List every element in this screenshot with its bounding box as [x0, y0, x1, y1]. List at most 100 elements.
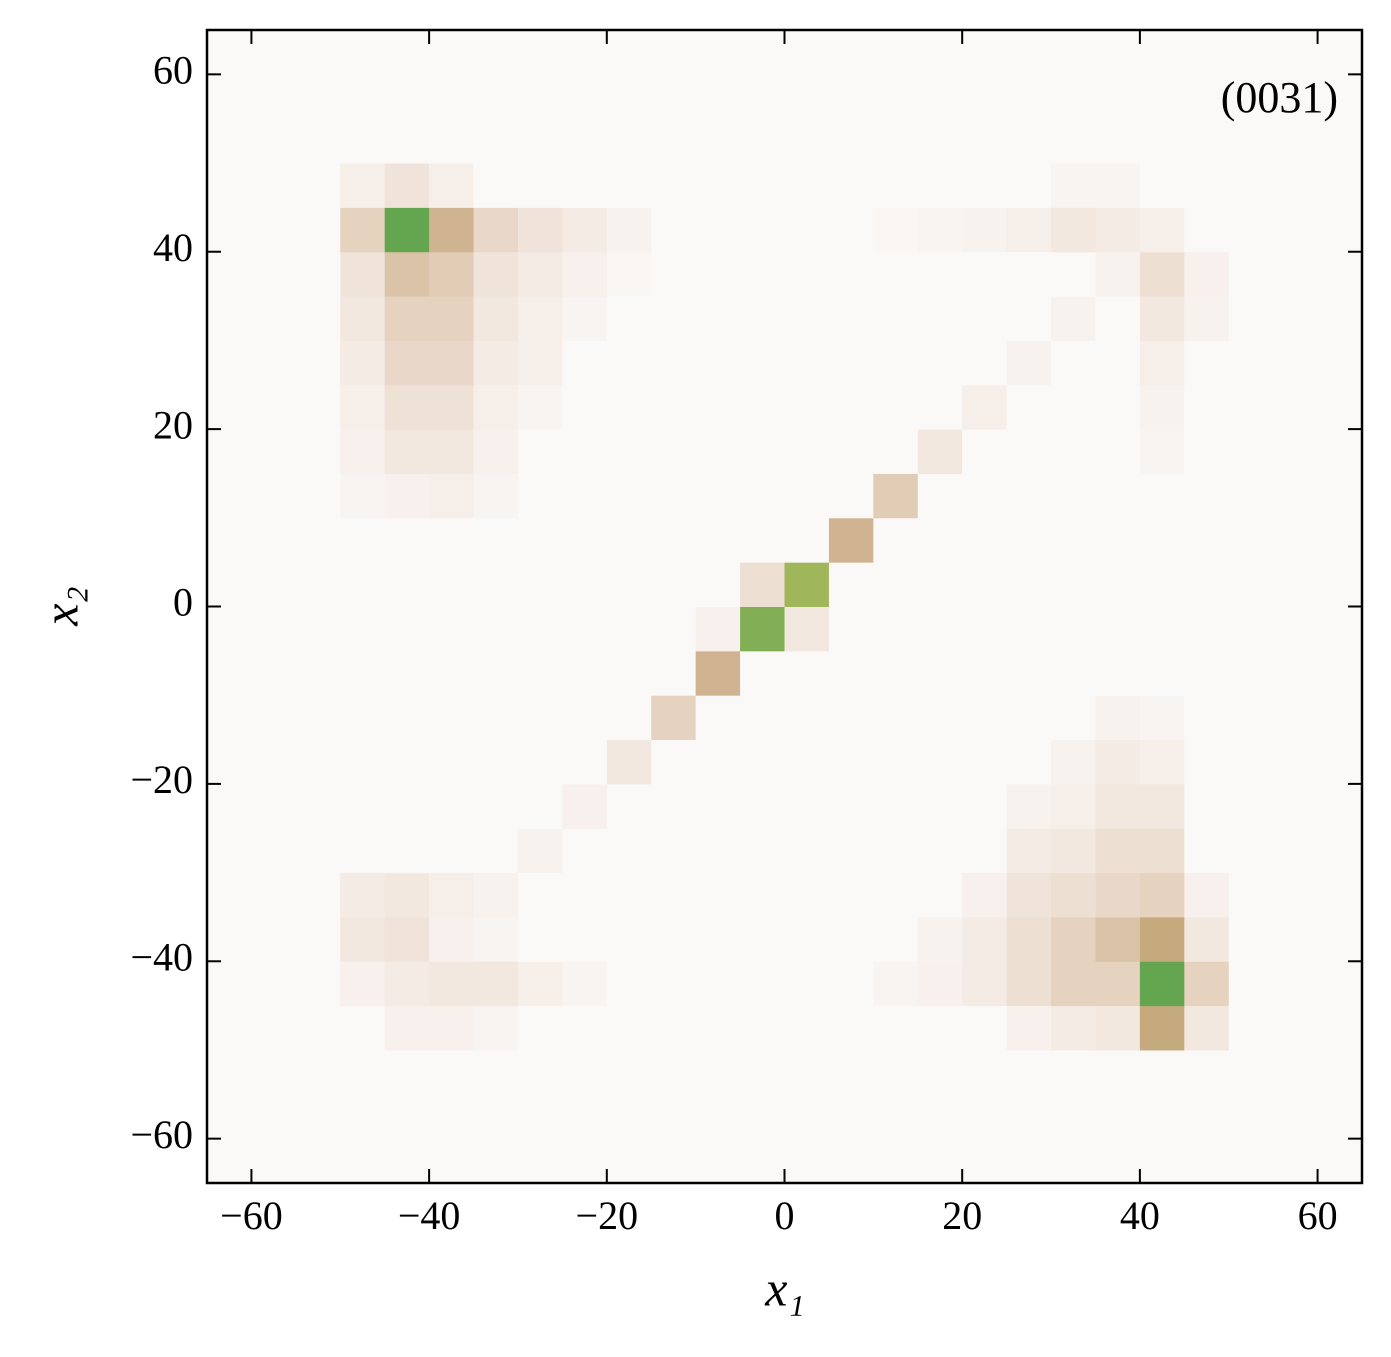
heatmap-cell — [340, 429, 386, 474]
heatmap-cell — [1317, 739, 1363, 785]
heatmap-cell — [1095, 695, 1141, 741]
heatmap-cell — [1228, 1049, 1274, 1095]
heatmap-cell — [1273, 739, 1319, 785]
heatmap-cell — [651, 606, 697, 652]
heatmap-cell — [1006, 429, 1052, 474]
heatmap-cell — [1139, 783, 1185, 829]
heatmap-cell — [873, 1094, 919, 1140]
heatmap-cell — [384, 340, 430, 386]
heatmap-cell — [384, 118, 430, 164]
heatmap-cell — [207, 695, 252, 741]
heatmap-cell — [784, 384, 830, 430]
heatmap-cell — [1184, 606, 1230, 652]
heatmap-cell — [1317, 916, 1363, 962]
heatmap-cell — [562, 251, 608, 297]
heatmap-cell — [473, 1138, 519, 1184]
heatmap-cell — [740, 473, 785, 519]
heatmap-cell — [828, 783, 874, 829]
heatmap-cell — [473, 562, 519, 607]
heatmap-cell — [1228, 30, 1274, 75]
heatmap-cell — [1317, 74, 1363, 120]
heatmap-cell — [1228, 118, 1274, 164]
heatmap-cell — [873, 828, 919, 874]
heatmap-cell — [562, 739, 608, 785]
heatmap-cell — [251, 118, 297, 164]
heatmap-cell — [873, 340, 919, 386]
heatmap-cell — [1317, 163, 1363, 208]
heatmap-cell — [1006, 1138, 1052, 1184]
heatmap-cell — [1095, 1049, 1141, 1095]
heatmap-cell — [517, 872, 563, 918]
heatmap-cell — [562, 163, 608, 208]
heatmap-cell — [873, 1138, 919, 1184]
heatmap-cell — [740, 783, 785, 829]
heatmap-cell — [651, 739, 697, 785]
heatmap-cell — [517, 1005, 563, 1051]
heatmap-cell — [562, 961, 608, 1007]
heatmap-cell — [340, 384, 386, 430]
heatmap-cell — [873, 296, 919, 341]
heatmap-cell — [1139, 650, 1185, 696]
heatmap-cell — [1095, 340, 1141, 386]
heatmap-cell — [962, 296, 1008, 341]
heatmap-cell — [606, 429, 652, 474]
heatmap-cell — [295, 384, 341, 430]
heatmap-cell — [1095, 739, 1141, 785]
heatmap-cell — [740, 961, 785, 1007]
heatmap-cell — [740, 1005, 785, 1051]
heatmap-cell — [651, 429, 697, 474]
heatmap-cell — [873, 251, 919, 297]
heatmap-cell — [651, 961, 697, 1007]
heatmap-cell — [384, 1049, 430, 1095]
heatmap-cell — [340, 251, 386, 297]
heatmap-cell — [917, 473, 963, 519]
heatmap-cell — [562, 429, 608, 474]
heatmap-cell — [251, 828, 297, 874]
heatmap-cell — [295, 739, 341, 785]
heatmap-cell — [1095, 606, 1141, 652]
heatmap-cell — [1317, 1094, 1363, 1140]
heatmap-cell — [695, 1138, 741, 1184]
heatmap-cell — [473, 961, 519, 1007]
heatmap-cell — [295, 1005, 341, 1051]
heatmap-cell — [1139, 340, 1185, 386]
heatmap-cell — [562, 650, 608, 696]
y-tick-label: −60 — [130, 1112, 193, 1157]
heatmap-cell — [695, 695, 741, 741]
heatmap-cell — [917, 296, 963, 341]
heatmap-cell — [384, 783, 430, 829]
heatmap-cell — [295, 1138, 341, 1184]
heatmap-cell — [784, 74, 830, 120]
heatmap-cell — [562, 916, 608, 962]
heatmap-cell — [1184, 517, 1230, 563]
heatmap-cell — [1184, 650, 1230, 696]
heatmap-cell — [1273, 872, 1319, 918]
heatmap-cell — [1139, 1049, 1185, 1095]
heatmap-cell — [1006, 118, 1052, 164]
heatmap-cell — [295, 650, 341, 696]
heatmap-cell — [873, 1005, 919, 1051]
heatmap-cell — [1139, 961, 1185, 1007]
heatmap-cell — [1095, 296, 1141, 341]
heatmap-cell — [251, 384, 297, 430]
heatmap-cell — [1139, 118, 1185, 164]
heatmap-cell — [784, 517, 830, 563]
heatmap-cell — [429, 251, 475, 297]
heatmap-cell — [429, 473, 475, 519]
heatmap-cell — [562, 473, 608, 519]
heatmap-cell — [962, 30, 1008, 75]
heatmap-cell — [695, 429, 741, 474]
heatmap-cell — [295, 783, 341, 829]
heatmap-cell — [828, 828, 874, 874]
heatmap-cell — [207, 251, 252, 297]
heatmap-cell — [651, 384, 697, 430]
heatmap-cell — [1184, 562, 1230, 607]
heatmap-cell — [1051, 1005, 1096, 1051]
heatmap-cell — [1228, 74, 1274, 120]
heatmap-cell — [606, 207, 652, 253]
heatmap-cell — [651, 340, 697, 386]
heatmap-cell — [917, 1005, 963, 1051]
heatmap-cell — [1051, 739, 1096, 785]
heatmap-cell — [473, 207, 519, 253]
heatmap-cell — [606, 296, 652, 341]
